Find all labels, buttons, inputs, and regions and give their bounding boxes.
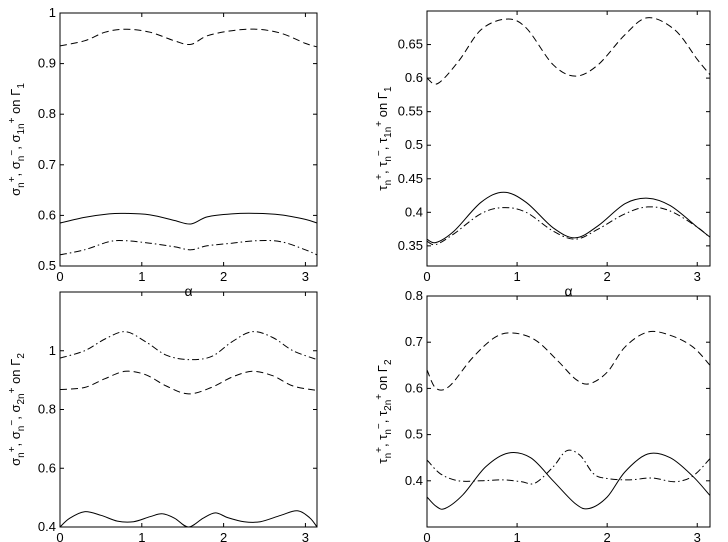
y-tick-label: 0.55 xyxy=(398,104,423,119)
axes-frame xyxy=(59,291,318,528)
y-tick-label: 1 xyxy=(49,343,56,358)
series-line-dashed xyxy=(60,370,317,395)
y-tick-label: 0.8 xyxy=(405,288,423,303)
y-tick-label: 0.6 xyxy=(405,380,423,395)
x-tick-label: 1 xyxy=(138,269,145,284)
y-tick-label: 0.8 xyxy=(38,402,56,417)
subplot-2: 0 1 2 3 0.35 0.4 0.45 0.5 0.55 0.6 0.65 α τn+, τn−, … xyxy=(374,10,711,299)
series-line-dashed xyxy=(427,330,710,391)
y-axis-label: σn+, σn−, σ1n+ on Γ1 xyxy=(7,83,27,196)
y-tick-label: 0.4 xyxy=(38,519,56,534)
series-line-solid xyxy=(427,191,710,244)
x-tick-label: 1 xyxy=(513,530,520,542)
y-tick-label: 0.35 xyxy=(398,238,423,253)
x-tick-label: 3 xyxy=(302,530,309,542)
y-tick-label: 0.9 xyxy=(38,56,56,71)
y-tick-label: 0.6 xyxy=(38,207,56,222)
y-axis-label: τn+, τn−, τ2n+ on Γ2 xyxy=(374,359,394,464)
subplot-1: 0 1 2 3 0.5 0.6 0.7 0.8 0.9 1 α σn+, σn−, σ1n+ on Γ… xyxy=(7,5,318,299)
y-tick-label: 0.7 xyxy=(405,334,423,349)
x-tick-label: 0 xyxy=(423,269,430,284)
axes-frame xyxy=(426,10,711,267)
y-tick-label: 0.5 xyxy=(405,137,423,152)
x-tick-label: 3 xyxy=(694,269,701,284)
x-tick-label: 0 xyxy=(56,530,63,542)
x-axis-label: α xyxy=(184,283,192,299)
x-axis-label: α xyxy=(564,283,572,299)
x-tick-label: 2 xyxy=(604,530,611,542)
axes-frame xyxy=(59,12,318,267)
y-tick-label: 0.45 xyxy=(398,171,423,186)
axes-frame xyxy=(426,295,711,528)
series-line-dashdot xyxy=(60,331,317,361)
x-tick-label: 3 xyxy=(302,269,309,284)
series-line-dashed xyxy=(427,17,710,85)
y-axis-label: τn+, τn−, τ1n+ on Γ1 xyxy=(374,86,394,191)
x-tick-label: 0 xyxy=(56,269,63,284)
y-tick-label: 0.6 xyxy=(38,460,56,475)
series-line-dashdot xyxy=(60,239,317,256)
x-tick-label: 1 xyxy=(138,530,145,542)
series-line-solid xyxy=(427,451,710,510)
series-line-dashed xyxy=(60,28,317,48)
series-line-solid xyxy=(60,510,317,527)
y-axis-label: σn+, σn−, σ2n+ on Γ2 xyxy=(7,353,27,466)
x-tick-label: 2 xyxy=(220,269,227,284)
series-line-solid xyxy=(60,212,317,225)
series-line-dashdot xyxy=(427,449,710,485)
x-tick-label: 2 xyxy=(220,530,227,542)
y-tick-label: 0.5 xyxy=(38,258,56,273)
y-tick-label: 0.4 xyxy=(405,473,423,488)
x-tick-label: 1 xyxy=(513,269,520,284)
y-tick-label: 1 xyxy=(49,5,56,20)
series-line-dashdot xyxy=(427,206,710,246)
x-tick-label: 0 xyxy=(423,530,430,542)
y-tick-label: 0.4 xyxy=(405,204,423,219)
x-tick-label: 2 xyxy=(604,269,611,284)
x-tick-label: 3 xyxy=(694,530,701,542)
y-tick-label: 0.5 xyxy=(405,427,423,442)
y-tick-label: 0.6 xyxy=(405,70,423,85)
y-tick-label: 0.8 xyxy=(38,106,56,121)
y-tick-label: 0.65 xyxy=(398,37,423,52)
y-tick-label: 0.7 xyxy=(38,157,56,172)
